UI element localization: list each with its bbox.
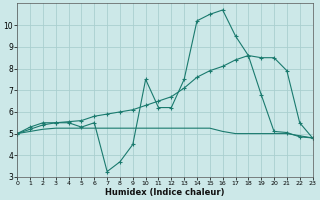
X-axis label: Humidex (Indice chaleur): Humidex (Indice chaleur) (105, 188, 225, 197)
